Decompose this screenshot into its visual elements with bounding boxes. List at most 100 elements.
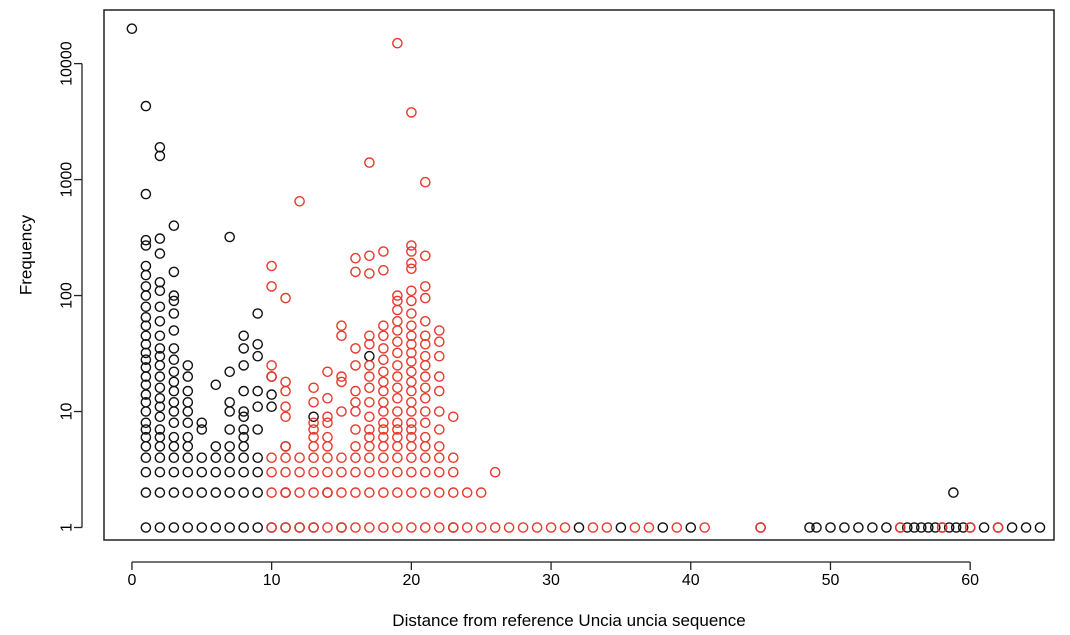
- data-point-series-2: [392, 522, 403, 533]
- data-point-series-2: [419, 522, 431, 533]
- data-point-series-1: [804, 522, 815, 533]
- data-point-series-1: [252, 338, 264, 350]
- data-point-series-2: [266, 260, 277, 272]
- data-point-series-2: [406, 295, 417, 307]
- data-point-series-2: [433, 487, 445, 498]
- data-point-series-1: [224, 522, 235, 533]
- data-point-series-2: [406, 466, 417, 478]
- plot-frame: [103, 9, 1055, 541]
- data-point-series-2: [406, 107, 417, 118]
- data-point-series-2: [419, 330, 431, 342]
- data-point-series-2: [378, 366, 389, 378]
- data-point-series-2: [364, 487, 375, 498]
- data-point-series-2: [392, 360, 403, 371]
- data-point-series-1: [168, 308, 180, 319]
- data-point-series-2: [531, 522, 543, 533]
- data-point-series-1: [238, 343, 249, 354]
- data-point-series-2: [419, 392, 431, 404]
- data-point-series-2: [308, 522, 319, 533]
- data-point-series-2: [280, 487, 291, 498]
- data-point-series-1: [140, 320, 152, 332]
- data-point-series-2: [350, 343, 361, 354]
- data-point-series-2: [350, 452, 361, 464]
- data-point-series-1: [916, 522, 927, 533]
- data-point-series-2: [419, 441, 431, 452]
- data-point-series-2: [392, 336, 403, 348]
- data-point-series-2: [406, 441, 417, 452]
- data-point-series-1: [196, 452, 208, 464]
- data-point-series-1: [909, 522, 920, 533]
- data-point-series-1: [252, 487, 264, 498]
- data-point-series-2: [350, 487, 361, 498]
- x-tick-label: 40: [682, 572, 700, 589]
- data-point-series-1: [168, 522, 180, 533]
- data-point-series-2: [336, 406, 347, 417]
- data-point-series-2: [419, 315, 431, 327]
- data-point-series-2: [350, 252, 361, 264]
- data-point-series-2: [419, 371, 431, 382]
- data-point-series-2: [378, 320, 389, 332]
- data-point-series-1: [182, 441, 194, 452]
- data-point-series-2: [392, 325, 403, 336]
- data-point-series-1: [252, 401, 264, 413]
- data-point-series-1: [238, 424, 249, 435]
- data-point-series-1: [154, 411, 166, 423]
- data-point-series-1: [182, 385, 194, 397]
- data-point-series-1: [238, 330, 249, 342]
- data-point-series-2: [322, 452, 333, 464]
- data-point-series-1: [210, 441, 222, 452]
- data-point-series-1: [811, 522, 822, 533]
- data-point-series-2: [280, 452, 291, 464]
- data-point-series-1: [182, 406, 194, 417]
- y-axis-label: Frequency: [17, 214, 36, 295]
- data-point-series-2: [392, 417, 403, 429]
- data-point-series-2: [545, 522, 557, 533]
- data-point-series-1: [308, 411, 319, 423]
- data-point-series-2: [992, 522, 1004, 533]
- data-point-series-2: [433, 385, 445, 397]
- data-point-series-1: [154, 233, 166, 244]
- data-point-series-1: [140, 452, 152, 464]
- data-point-series-2: [364, 396, 375, 408]
- x-axis: 0 10 20 30 40 50 60: [127, 561, 979, 589]
- data-point-series-1: [238, 487, 249, 498]
- y-tick-label: 1: [59, 523, 76, 532]
- data-point-series-1: [168, 452, 180, 464]
- data-point-series-1: [182, 371, 194, 382]
- data-point-series-2: [406, 452, 417, 464]
- data-point-series-1: [140, 269, 152, 281]
- data-point-series-1: [140, 466, 152, 478]
- data-point-series-1: [266, 389, 277, 400]
- data-point-series-2: [350, 441, 361, 452]
- data-point-series-1: [930, 522, 941, 533]
- data-point-series-2: [350, 360, 361, 371]
- data-point-series-2: [350, 466, 361, 478]
- y-tick-label: 10: [59, 403, 76, 421]
- data-point-series-1: [154, 276, 166, 288]
- data-point-series-1: [154, 371, 166, 382]
- data-point-series-2: [280, 401, 291, 413]
- data-point-series-2: [392, 452, 403, 464]
- data-point-series-1: [950, 522, 962, 533]
- data-point-series-2: [406, 330, 417, 342]
- data-point-series-2: [308, 382, 319, 394]
- data-point-series-2: [475, 487, 487, 498]
- data-point-series-2: [350, 266, 361, 278]
- data-point-series-1: [224, 424, 235, 435]
- data-point-series-2: [280, 466, 291, 478]
- data-point-series-1: [238, 522, 249, 533]
- data-point-series-2: [406, 246, 417, 257]
- x-tick-label: 50: [822, 572, 840, 589]
- data-point-series-2: [266, 360, 277, 371]
- data-point-series-2: [392, 290, 403, 301]
- data-point-series-2: [392, 392, 403, 404]
- data-point-series-2: [406, 366, 417, 378]
- data-point-series-2: [336, 376, 347, 388]
- data-point-series-2: [392, 406, 403, 417]
- data-point-series-2: [378, 264, 389, 276]
- data-point-series-1: [252, 466, 264, 478]
- data-point-series-1: [252, 350, 264, 362]
- data-point-series-1: [224, 466, 235, 478]
- data-point-series-2: [294, 522, 305, 533]
